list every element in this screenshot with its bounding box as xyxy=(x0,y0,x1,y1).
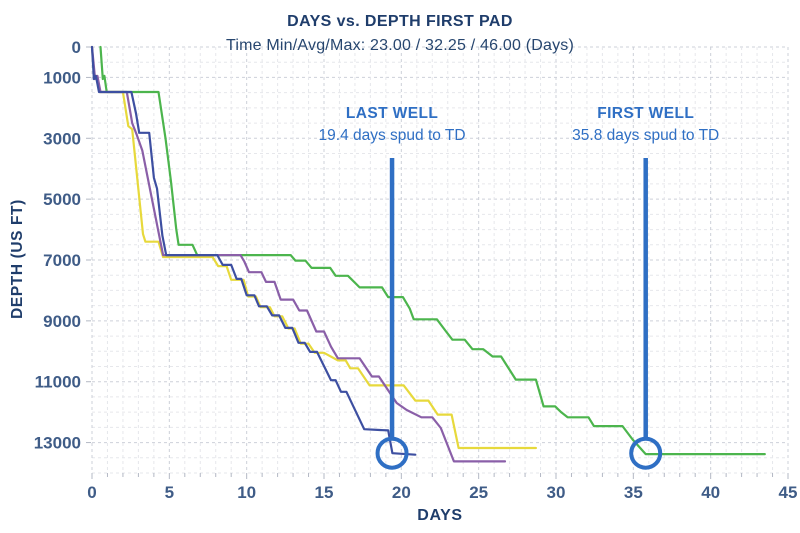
annotation-first-well-title: FIRST WELL xyxy=(597,105,695,122)
series-line-well-yellow xyxy=(90,45,538,450)
y-tick-label: 0 xyxy=(72,38,81,57)
x-tick-label: 45 xyxy=(779,483,798,502)
annotation-last-well-title: LAST WELL xyxy=(345,105,439,122)
y-tick-label: 9000 xyxy=(43,312,81,331)
x-axis-label: DAYS xyxy=(417,507,463,524)
annotation-last-well: LAST WELL 19.4 days spud to TD xyxy=(319,105,466,145)
x-tick-label: 15 xyxy=(315,483,334,502)
annotation-first-well-subtitle: 35.8 days spud to TD xyxy=(572,127,720,144)
annotation-circle-0 xyxy=(375,436,409,470)
annotation-first-well: FIRST WELL 35.8 days spud to TD xyxy=(572,105,719,145)
y-tick-label: 1000 xyxy=(43,68,81,87)
x-tick-label: 5 xyxy=(165,483,174,502)
y-tick-label: 7000 xyxy=(43,251,81,270)
series-line-well-purple xyxy=(90,45,507,463)
series-line-first-well-green xyxy=(99,45,766,456)
x-tick-label: 20 xyxy=(392,483,411,502)
annotation-circle-1 xyxy=(629,436,663,470)
x-tick-label: 10 xyxy=(237,483,256,502)
chart-title: DAYS vs. DEPTH FIRST PAD xyxy=(287,13,513,30)
x-tick-label: 40 xyxy=(701,483,720,502)
y-axis-label: DEPTH (US FT) xyxy=(9,199,26,319)
x-tick-label: 0 xyxy=(87,483,96,502)
y-tick-label: 3000 xyxy=(43,129,81,148)
series-line-last-well-navy xyxy=(90,45,417,456)
x-tick-label: 35 xyxy=(624,483,643,502)
annotation-last-well-subtitle: 19.4 days spud to TD xyxy=(318,127,466,144)
chart-subtitle: Time Min/Avg/Max: 23.00 / 32.25 / 46.00 … xyxy=(225,37,575,54)
y-tick-label: 13000 xyxy=(34,434,81,453)
y-tick-label: 5000 xyxy=(43,190,81,209)
y-tick-label: 11000 xyxy=(35,373,81,392)
x-tick-label: 25 xyxy=(469,483,488,502)
x-tick-label: 30 xyxy=(547,483,566,502)
